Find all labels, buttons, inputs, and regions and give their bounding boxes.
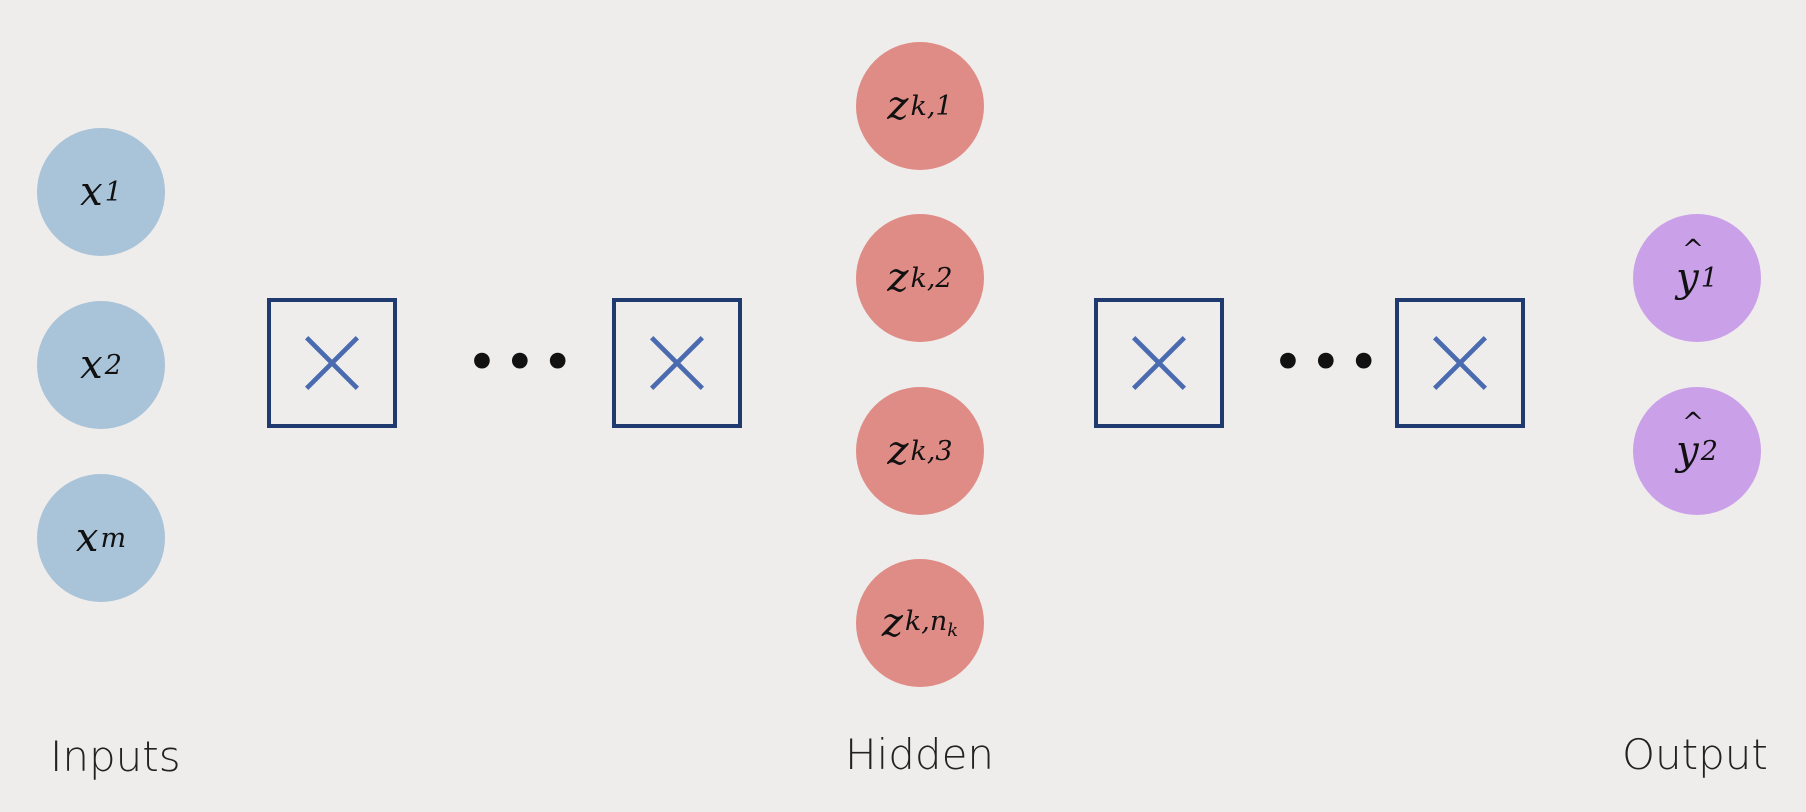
hidden-node-1-sub: k,1 (910, 90, 953, 122)
multiply-icon (1433, 336, 1487, 390)
input-node-m-var: x (75, 515, 99, 561)
multiply-box-3 (1094, 298, 1224, 428)
output-node-2-sub: 2 (1700, 435, 1718, 467)
hidden-node-nk-var: z (881, 600, 903, 646)
input-node-m-sub: m (100, 522, 127, 554)
hidden-label: Hidden (845, 730, 995, 779)
hidden-node-nk: z k,nk (856, 559, 984, 687)
hidden-node-2-var: z (887, 255, 909, 301)
output-node-1: y1 (1633, 214, 1761, 342)
ellipsis-right: ••• (1272, 331, 1386, 394)
multiply-icon (305, 336, 359, 390)
input-node-1-var: x (80, 169, 103, 215)
multiply-box-4 (1395, 298, 1525, 428)
hidden-node-1-var: z (887, 83, 909, 129)
hidden-node-3: z k,3 (856, 387, 984, 515)
hidden-node-3-var: z (887, 428, 909, 474)
output-node-1-sub: 1 (1700, 262, 1718, 294)
hidden-node-1: z k,1 (856, 42, 984, 170)
multiply-box-1 (267, 298, 397, 428)
output-label: Output (1622, 730, 1768, 779)
multiply-icon (1132, 336, 1186, 390)
input-node-2-sub: 2 (104, 349, 122, 381)
hidden-node-2-sub: k,2 (910, 262, 953, 294)
output-node-2-var: y (1676, 408, 1703, 474)
hidden-node-nk-subsub: k (947, 619, 959, 641)
input-node-2-var: x (80, 342, 103, 388)
ellipsis-left: ••• (466, 331, 580, 394)
multiply-box-2 (612, 298, 742, 428)
input-node-1-sub: 1 (104, 176, 122, 208)
hidden-node-nk-sub: k,n (904, 605, 948, 637)
hidden-node-3-sub: k,3 (910, 435, 953, 467)
output-node-1-var: y (1676, 235, 1703, 301)
multiply-icon (650, 336, 704, 390)
inputs-label: Inputs (50, 732, 181, 781)
output-node-2: y2 (1633, 387, 1761, 515)
hidden-node-2: z k,2 (856, 214, 984, 342)
